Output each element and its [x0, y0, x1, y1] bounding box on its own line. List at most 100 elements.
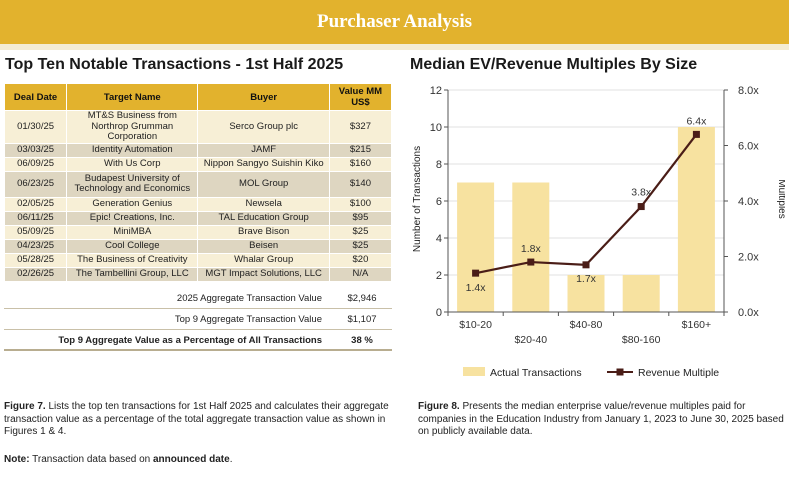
line-point [472, 269, 480, 277]
bar [622, 275, 660, 312]
chart-bars [457, 127, 715, 312]
y-tick-label: 2 [436, 270, 442, 282]
line-point [527, 258, 535, 266]
x-tick-label: $160+ [682, 319, 712, 331]
page-title: Purchaser Analysis [316, 11, 472, 32]
cell-value: $25 [328, 224, 393, 240]
x-tick-label: $20-40 [514, 334, 547, 346]
cell-buyer: MGT Impact Solutions, LLC [197, 266, 330, 282]
summary-value: 38 % [351, 335, 373, 346]
x-tick-label: $80-160 [622, 334, 661, 346]
summary-divider [4, 329, 392, 330]
data-label: 1.8x [521, 243, 542, 255]
legend-line-marker [616, 368, 624, 376]
cell-buyer: TAL Education Group [197, 210, 330, 226]
legend-bar-swatch [463, 367, 485, 376]
bar [567, 275, 605, 312]
y-axis-label: Number of Transactions [412, 146, 423, 252]
y2-tick-label: 4.0x [738, 196, 759, 208]
y-tick-label: 4 [436, 233, 442, 245]
cell-target-name: Cool College [66, 238, 199, 254]
cell-deal-date: 04/23/25 [3, 238, 68, 254]
note-text: Transaction data based on [32, 454, 151, 465]
col-header-buyer: Buyer [197, 83, 330, 111]
chart-title: Median EV/Revenue Multiples By Size [410, 56, 698, 73]
cell-value: $160 [328, 156, 393, 172]
y-tick-label: 12 [430, 85, 442, 97]
line-point [582, 261, 590, 269]
table-title: Top Ten Notable Transactions - 1st Half … [5, 56, 344, 73]
y-tick-label: 6 [436, 196, 442, 208]
cell-target-name: The Business of Creativity [66, 252, 199, 268]
table-row: 06/23/25 Budapest University of Technolo… [3, 170, 393, 198]
cell-deal-date: 06/23/25 [3, 170, 68, 198]
cell-buyer: MOL Group [197, 170, 330, 198]
cell-buyer: Serco Group plc [197, 110, 330, 144]
summary-divider [4, 349, 392, 351]
figure7-text: Lists the top ten transactions for 1st H… [4, 401, 389, 437]
cell-deal-date: 01/30/25 [3, 110, 68, 144]
summary-label: 2025 Aggregate Transaction Value [176, 293, 322, 304]
cell-value: $215 [328, 142, 393, 158]
summary-row-top9: Top 9 Aggregate Transaction Value $1,107 [4, 310, 392, 328]
header-banner [0, 0, 789, 44]
figure8-caption: Figure 8. Presents the median enterprise… [418, 401, 786, 439]
summary-value: $2,946 [347, 293, 377, 304]
y-tick-label: 8 [436, 159, 442, 171]
data-label: 1.7x [576, 273, 597, 285]
cell-deal-date: 06/11/25 [3, 210, 68, 226]
line-point [692, 130, 700, 138]
y2-tick-label: 6.0x [738, 141, 759, 153]
legend-bar-label: Actual Transactions [490, 367, 582, 379]
cell-value: $327 [328, 110, 393, 144]
note-end: . [229, 454, 233, 465]
note: Note: Transaction data based on announce… [4, 454, 390, 467]
table-row: 03/03/25 Identity Automation JAMF $215 [3, 142, 393, 158]
cell-value: $95 [328, 210, 393, 226]
cell-value: $100 [328, 196, 393, 212]
data-label: 3.8x [631, 187, 652, 199]
cell-deal-date: 03/03/25 [3, 142, 68, 158]
note-label: Note: [4, 454, 30, 465]
y2-axis-label: Multiples [776, 179, 785, 218]
chart-axes: 0 2 4 6 8 10 12 0.0x 2.0x 4.0x 6.0x 8.0x $10-20 $20-4… [430, 85, 760, 346]
cell-target-name: MiniMBA [66, 224, 199, 240]
table-row: 05/09/25 MiniMBA Brave Bison $25 [3, 224, 393, 240]
table-row: 01/30/25 MT&S Business from Northrop Gru… [3, 110, 393, 144]
cell-buyer: Beisen [197, 238, 330, 254]
cell-deal-date: 02/05/25 [3, 196, 68, 212]
chart-line: 1.4x 1.8x 1.7x 3.8x 6.4x [466, 115, 707, 294]
header-band [0, 44, 789, 50]
bar [457, 182, 495, 312]
cell-value: N/A [328, 266, 393, 282]
table-row: 04/23/25 Cool College Beisen $25 [3, 238, 393, 254]
y2-tick-label: 2.0x [738, 252, 759, 264]
y2-tick-label: 0.0x [738, 307, 759, 319]
cell-deal-date: 02/26/25 [3, 266, 68, 282]
cell-buyer: Brave Bison [197, 224, 330, 240]
cell-value: $140 [328, 170, 393, 198]
figure7-caption: Figure 7. Lists the top ten transactions… [4, 401, 390, 439]
cell-buyer: Newsela [197, 196, 330, 212]
cell-buyer: JAMF [197, 142, 330, 158]
summary-row-percentage: Top 9 Aggregate Value as a Percentage of… [4, 331, 392, 349]
legend-line-label: Revenue Multiple [638, 367, 719, 379]
figure7-label: Figure 7. [4, 401, 46, 412]
cell-deal-date: 05/28/25 [3, 252, 68, 268]
cell-target-name: Generation Genius [66, 196, 199, 212]
cell-value: $25 [328, 238, 393, 254]
figure8-label: Figure 8. [418, 401, 460, 412]
cell-target-name: MT&S Business from Northrop Grumman Corp… [66, 110, 199, 144]
summary-label: Top 9 Aggregate Transaction Value [174, 314, 322, 325]
table-row: 02/05/25 Generation Genius Newsela $100 [3, 196, 393, 212]
summary-label: Top 9 Aggregate Value as a Percentage of… [58, 335, 322, 346]
cell-target-name: The Tambellini Group, LLC [66, 266, 199, 282]
data-label: 6.4x [686, 115, 707, 127]
summary-value: $1,107 [347, 314, 377, 325]
transactions-table: Deal Date Target Name Buyer Value MM US$… [3, 83, 393, 282]
revenue-multiple-line [475, 133, 698, 275]
bar [677, 127, 715, 312]
y2-tick-label: 8.0x [738, 85, 759, 97]
summary-divider [4, 308, 392, 309]
col-header-value: Value MM US$ [328, 83, 393, 111]
